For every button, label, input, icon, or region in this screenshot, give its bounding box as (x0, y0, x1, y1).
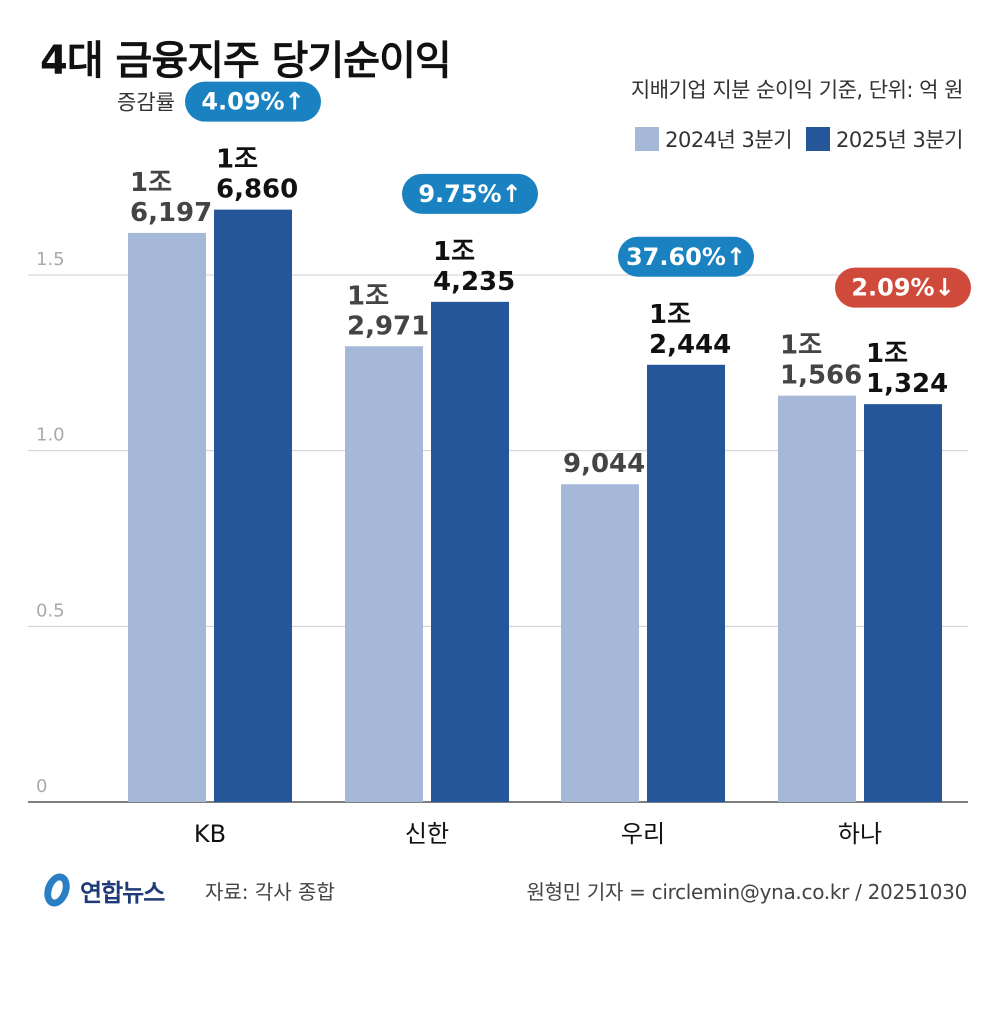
chart-title: 4대 금융지주 당기순이익 (40, 38, 452, 84)
change-badge (402, 173, 538, 214)
change-badge-label: 4.09%↑ (201, 88, 304, 116)
bar-chart: 00.51.01.51조6,1971조6,860KB4.09%↑증감률1조2,9… (28, 81, 971, 848)
data-label: 1조 (649, 300, 691, 330)
data-label: 1조 (433, 237, 475, 267)
data-label: 1조 (130, 168, 172, 198)
source-note: 자료: 각사 종합 (205, 880, 335, 904)
change-badge-label: 37.60%↑ (626, 243, 746, 271)
bar (214, 209, 292, 802)
data-label: 1조 (347, 281, 389, 311)
change-rate-label: 증감률 (117, 91, 175, 115)
data-label: 9,044 (563, 449, 645, 479)
chart-subtitle: 지배기업 지분 순이익 기준, 단위: 억 원 (630, 78, 964, 102)
bar (345, 346, 423, 802)
data-label: 2,971 (347, 311, 429, 341)
publisher-name: 연합뉴스 (80, 878, 165, 907)
reporter-credit: 원형민 기자 = circlemin@yna.co.kr / 20251030 (526, 880, 968, 904)
x-tick-label: 하나 (838, 820, 882, 848)
x-tick-label: 우리 (621, 820, 665, 848)
bar (128, 232, 206, 803)
legend-label-2025: 2025년 3분기 (836, 128, 963, 152)
change-badge-label: 2.09%↓ (851, 274, 954, 302)
data-label: 1,324 (866, 369, 948, 399)
data-label: 1조 (216, 145, 258, 175)
change-badge (185, 81, 321, 122)
change-badge (835, 267, 971, 308)
data-label: 4,235 (433, 267, 515, 297)
data-label: 6,197 (130, 198, 212, 228)
y-tick-label: 0 (36, 776, 47, 797)
legend-item-2025: 2025년 3분기 (806, 124, 963, 154)
yonhap-logo-icon (44, 873, 70, 907)
x-tick-label: KB (194, 820, 226, 848)
legend-label-2024: 2024년 3분기 (665, 128, 793, 152)
y-tick-label: 0.5 (36, 600, 65, 621)
legend: 2024년 3분기 2025년 3분기 (635, 124, 963, 154)
legend-item-2024: 2024년 3분기 (635, 124, 793, 154)
change-badge (618, 236, 754, 277)
data-label: 1조 (780, 331, 822, 361)
y-tick-label: 1.5 (36, 249, 65, 270)
y-tick-label: 1.0 (36, 425, 65, 446)
data-label: 1조 (866, 339, 908, 369)
bar (778, 395, 856, 802)
bar (561, 484, 639, 802)
data-label: 6,860 (216, 175, 298, 205)
bar (864, 404, 942, 802)
bar (647, 364, 725, 802)
data-label: 2,444 (649, 330, 731, 360)
x-tick-label: 신한 (405, 820, 449, 848)
change-badge-label: 9.75%↑ (418, 180, 521, 208)
bar (431, 301, 509, 802)
legend-swatch-2025 (806, 127, 831, 151)
publisher-logo: 연합뉴스 (40, 870, 165, 910)
legend-swatch-2024 (635, 127, 660, 151)
data-label: 1,566 (780, 361, 862, 391)
